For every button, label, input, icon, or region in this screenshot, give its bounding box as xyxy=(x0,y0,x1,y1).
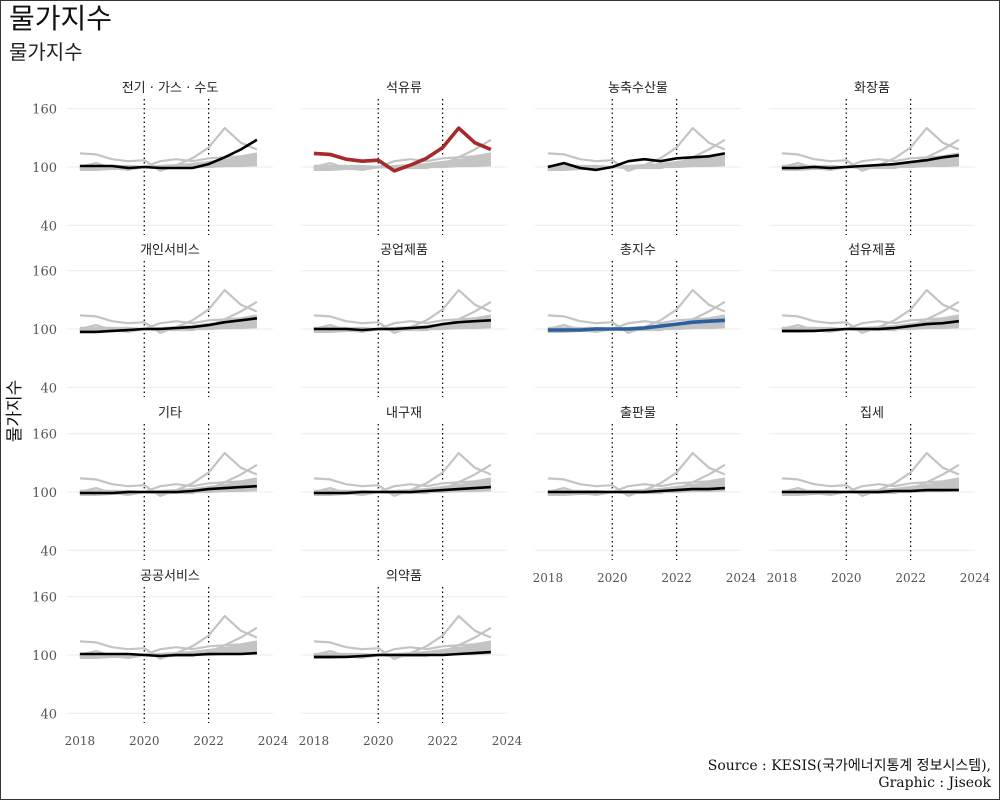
facet-panel: 공공서비스 40 100 160 2018 2020 2022 2024 xyxy=(32,569,288,748)
y-tick-label: 100 xyxy=(32,649,57,664)
facet-strip-label: 의약품 xyxy=(386,569,422,584)
y-tick-label: 40 xyxy=(40,544,57,559)
y-tick-label: 40 xyxy=(40,381,57,396)
y-tick-label: 100 xyxy=(32,486,57,501)
x-tick-label: 2018 xyxy=(299,734,330,748)
chart-caption: Source : KESIS(국가에너지통계 정보시스템), Graphic :… xyxy=(708,758,991,792)
highlight-series-line xyxy=(313,650,491,659)
y-tick-label: 160 xyxy=(32,265,57,280)
facet-panel: 총지수 xyxy=(535,243,741,397)
facet-strip-label: 개인서비스 xyxy=(140,243,200,258)
highlight-series-line xyxy=(547,486,725,494)
background-series-line xyxy=(547,163,725,170)
x-tick-label: 2024 xyxy=(492,734,523,748)
facet-strip-label: 섬유제품 xyxy=(848,243,896,258)
facet-panel: 기타 40 100 160 xyxy=(32,406,273,560)
facet-panel: 섬유제품 xyxy=(769,243,975,397)
facet-panel: 농축수산물 xyxy=(535,81,741,235)
y-tick-label: 100 xyxy=(32,323,57,338)
x-tick-label: 2024 xyxy=(258,734,289,748)
chart-title: 물가지수 xyxy=(9,2,113,35)
highlight-series-line xyxy=(547,318,726,332)
background-series-line xyxy=(781,163,959,170)
facet-strip-label: 석유류 xyxy=(386,81,422,96)
x-tick-label: 2020 xyxy=(597,571,628,585)
y-axis-title: 물가지수 xyxy=(5,380,25,443)
x-tick-label: 2022 xyxy=(661,571,692,585)
highlight-series-line xyxy=(313,485,491,495)
facet-panel: 화장품 xyxy=(769,81,975,235)
highlight-series-line xyxy=(781,154,960,170)
y-tick-label: 160 xyxy=(32,103,57,118)
highlight-series-line xyxy=(313,319,491,332)
x-tick-label: 2024 xyxy=(726,571,757,585)
x-tick-label: 2018 xyxy=(65,734,96,748)
x-tick-label: 2022 xyxy=(193,734,224,748)
y-tick-label: 100 xyxy=(32,161,57,176)
facet-strip-label: 전기 · 가스 · 수도 xyxy=(122,81,219,96)
facet-strip-label: 내구재 xyxy=(386,406,422,421)
facet-strip-label: 공업제품 xyxy=(380,243,428,258)
facet-strip-label: 출판물 xyxy=(620,406,656,421)
facet-panel: 전기 · 가스 · 수도 40 100 160 xyxy=(32,81,273,235)
x-tick-label: 2024 xyxy=(960,571,991,585)
facet-panel: 내구재 xyxy=(301,406,507,560)
x-tick-label: 2018 xyxy=(767,571,798,585)
highlight-series-line xyxy=(547,152,726,172)
facet-strip-label: 기타 xyxy=(158,406,182,421)
chart-subtitle: 물가지수 xyxy=(9,40,83,64)
highlight-series-line xyxy=(79,317,258,334)
facet-strip-label: 농축수산물 xyxy=(608,81,668,96)
highlight-series-line xyxy=(79,651,257,658)
facet-panel: 출판물 2018 2020 2022 2024 xyxy=(533,406,757,585)
facet-strip-label: 집세 xyxy=(860,406,884,421)
y-tick-label: 160 xyxy=(32,428,57,443)
highlight-series-line xyxy=(781,319,960,333)
facet-panel: 공업제품 xyxy=(301,243,507,397)
highlight-series-line xyxy=(313,126,492,173)
facet-panel: 석유류 xyxy=(301,81,507,235)
y-tick-label: 40 xyxy=(40,707,57,722)
facet-panel: 집세 2018 2020 2022 2024 xyxy=(767,406,991,585)
y-tick-label: 160 xyxy=(32,591,57,606)
x-tick-label: 2020 xyxy=(831,571,862,585)
facet-panel: 의약품 2018 2020 2022 2024 xyxy=(299,569,523,748)
x-tick-label: 2020 xyxy=(129,734,160,748)
facet-strip-label: 총지수 xyxy=(620,243,656,258)
facet-strip-label: 공공서비스 xyxy=(140,569,200,584)
facet-panel: 개인서비스 40 100 160 xyxy=(32,243,273,397)
graphic-credit: Graphic : Jiseok xyxy=(878,775,991,791)
highlight-series-line xyxy=(79,484,257,495)
highlight-series-line xyxy=(781,488,959,494)
facet-strip-label: 화장품 xyxy=(854,81,890,96)
x-tick-label: 2022 xyxy=(427,734,458,748)
highlight-series-line xyxy=(79,138,258,170)
x-tick-label: 2022 xyxy=(895,571,926,585)
x-tick-label: 2020 xyxy=(363,734,394,748)
y-tick-label: 40 xyxy=(40,219,57,234)
source-note: Source : KESIS(국가에너지통계 정보시스템), xyxy=(707,758,991,774)
x-tick-label: 2018 xyxy=(533,571,564,585)
